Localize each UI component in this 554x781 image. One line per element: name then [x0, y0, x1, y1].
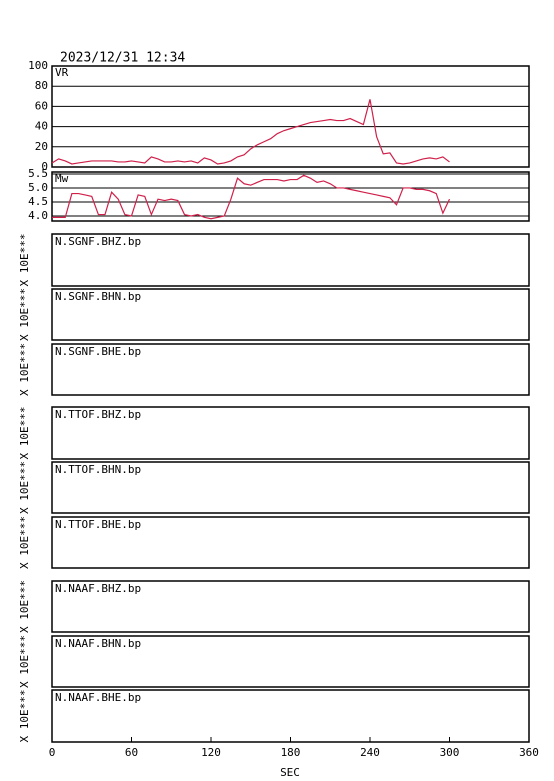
y-tick-label: 4.0 — [28, 209, 48, 222]
amplitude-label: X 10E*** — [18, 635, 31, 688]
y-tick-label: 5.0 — [28, 181, 48, 194]
panel-label: Mw — [55, 172, 69, 185]
waveform-panel — [51, 580, 530, 633]
amplitude-label: X 10E*** — [18, 516, 31, 569]
y-tick-label: 4.5 — [28, 195, 48, 208]
station-label: N.TTOF.BHZ.bp — [55, 408, 141, 421]
y-tick-label: 5.5 — [28, 167, 48, 180]
x-tick-label: 360 — [519, 746, 539, 759]
panel-frame — [51, 171, 530, 222]
station-label: N.SGNF.BHN.bp — [55, 290, 141, 303]
station-label: N.NAAF.BHN.bp — [55, 637, 141, 650]
station-label: N.NAAF.BHE.bp — [55, 691, 141, 704]
amplitude-label: X 10E*** — [18, 234, 31, 287]
station-label: N.SGNF.BHE.bp — [55, 345, 141, 358]
panel-frame — [51, 65, 530, 168]
x-tick-label: 0 — [49, 746, 56, 759]
x-tick-label: 120 — [201, 746, 221, 759]
panel-label: VR — [55, 66, 69, 79]
waveform-panel — [51, 288, 530, 341]
station-label: N.SGNF.BHZ.bp — [55, 235, 141, 248]
amplitude-label: X 10E*** — [18, 461, 31, 514]
y-tick-label: 40 — [35, 120, 48, 133]
station-label: N.NAAF.BHZ.bp — [55, 582, 141, 595]
data-line — [52, 174, 451, 220]
data-line — [51, 99, 450, 165]
station-label: N.TTOF.BHE.bp — [55, 518, 141, 531]
x-tick-label: 300 — [440, 746, 460, 759]
x-tick-label: 240 — [360, 746, 380, 759]
station-label: N.TTOF.BHN.bp — [55, 463, 141, 476]
y-tick-label: 100 — [28, 59, 48, 72]
timestamp: 2023/12/31 12:34 — [60, 51, 185, 66]
amplitude-label: X 10E*** — [18, 580, 31, 633]
waveform-panel — [51, 461, 530, 514]
y-tick-label: 0 — [41, 160, 48, 173]
x-axis-title: SEC — [280, 766, 300, 779]
waveform-panel — [51, 516, 530, 569]
amplitude-label: X 10E*** — [18, 288, 31, 341]
waveform-panel — [51, 635, 530, 688]
y-tick-label: 20 — [35, 140, 48, 153]
x-tick-label: 60 — [125, 746, 138, 759]
amplitude-label: X 10E*** — [18, 343, 31, 396]
waveform-panel — [51, 233, 530, 287]
y-tick-label: 60 — [35, 99, 48, 112]
waveform-panel — [51, 406, 530, 460]
x-tick-label: 180 — [281, 746, 301, 759]
waveform-panel — [51, 343, 530, 396]
y-tick-label: 80 — [35, 79, 48, 92]
amplitude-label: X 10E*** — [18, 690, 31, 743]
amplitude-label: X 10E*** — [18, 407, 31, 460]
